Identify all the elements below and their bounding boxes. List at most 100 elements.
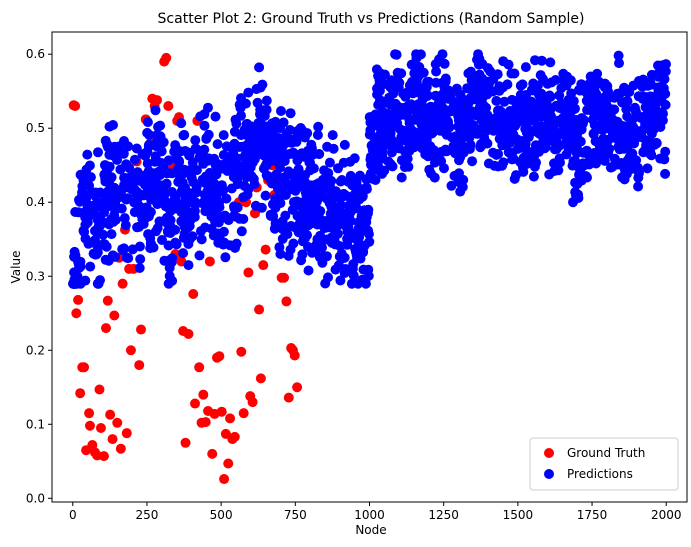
prediction-point — [361, 182, 372, 193]
ground-truth-point — [289, 350, 300, 361]
prediction-point — [140, 150, 151, 161]
y-tick-label: 0.2 — [26, 343, 45, 357]
prediction-point — [155, 120, 166, 131]
prediction-point — [274, 138, 285, 148]
prediction-point — [227, 164, 238, 175]
prediction-point — [349, 153, 360, 164]
prediction-point — [201, 133, 212, 144]
prediction-point — [197, 174, 208, 185]
prediction-point — [620, 168, 630, 179]
prediction-point — [120, 220, 131, 231]
prediction-point — [396, 132, 407, 143]
ground-truth-point — [105, 409, 116, 420]
prediction-point — [255, 104, 266, 115]
prediction-point — [372, 83, 382, 94]
prediction-point — [393, 82, 404, 93]
ground-truth-point — [198, 389, 209, 400]
prediction-point — [440, 73, 451, 84]
prediction-point — [584, 85, 594, 96]
ground-truth-point — [73, 294, 84, 305]
prediction-point — [333, 260, 344, 271]
prediction-point — [441, 129, 452, 140]
prediction-point — [170, 237, 181, 248]
prediction-point — [93, 242, 104, 253]
ground-truth-point — [161, 52, 172, 63]
ground-truth-point — [84, 420, 95, 431]
prediction-point — [422, 90, 433, 101]
x-tick-label: 2000 — [651, 508, 682, 522]
prediction-point — [573, 189, 584, 200]
ground-truth-point — [223, 458, 234, 469]
prediction-point — [327, 130, 338, 141]
legend: Ground Truth Predictions — [529, 437, 679, 491]
prediction-point — [77, 170, 88, 181]
prediction-point — [600, 91, 611, 102]
prediction-point — [528, 171, 539, 182]
prediction-point — [135, 254, 146, 265]
ground-truth-point — [200, 417, 211, 428]
y-tick-label: 0.5 — [26, 121, 45, 135]
prediction-point — [81, 193, 92, 204]
prediction-point — [423, 76, 434, 87]
prediction-point — [348, 270, 359, 281]
prediction-point — [122, 193, 133, 204]
x-tick-label: 0 — [69, 508, 77, 522]
prediction-point — [418, 115, 429, 126]
prediction-point — [240, 159, 251, 170]
prediction-point — [165, 206, 176, 217]
prediction-point — [386, 75, 397, 86]
prediction-point — [212, 139, 223, 150]
prediction-point — [642, 80, 653, 91]
ground-truth-point — [71, 308, 82, 319]
prediction-point — [218, 150, 229, 160]
prediction-point — [274, 242, 285, 253]
prediction-point — [383, 156, 394, 167]
prediction-point — [304, 157, 315, 168]
prediction-point — [313, 121, 324, 132]
ground-truth-point — [109, 310, 120, 321]
prediction-point — [290, 168, 301, 179]
prediction-point — [176, 206, 187, 217]
prediction-point — [287, 148, 297, 159]
prediction-point — [128, 184, 139, 195]
ground-truth-point — [98, 451, 109, 462]
prediction-point — [351, 203, 362, 214]
prediction-point — [339, 252, 350, 263]
ground-truth-point — [180, 437, 191, 448]
prediction-point — [323, 168, 334, 179]
prediction-point — [285, 125, 295, 135]
prediction-point — [526, 84, 537, 95]
x-axis: 0 250 500 750 1000 1250 1500 1750 2000 — [69, 502, 682, 522]
prediction-point — [646, 93, 657, 104]
x-tick-label: 750 — [284, 508, 307, 522]
prediction-point — [230, 114, 241, 125]
prediction-point — [186, 172, 197, 183]
prediction-point — [115, 164, 126, 175]
prediction-point — [314, 252, 325, 263]
prediction-point — [515, 113, 526, 123]
prediction-point — [529, 161, 540, 172]
prediction-point — [243, 87, 254, 98]
y-tick-label: 0.1 — [26, 417, 45, 431]
prediction-point — [354, 229, 365, 240]
prediction-point — [406, 59, 417, 70]
ground-truth-point — [190, 398, 201, 409]
prediction-point — [285, 244, 296, 255]
prediction-point — [374, 75, 385, 86]
prediction-point — [286, 221, 297, 231]
prediction-point — [303, 220, 314, 231]
prediction-point — [129, 207, 140, 218]
ground-truth-point — [225, 413, 236, 424]
prediction-point — [563, 144, 574, 155]
prediction-point — [280, 210, 291, 221]
prediction-point — [261, 95, 272, 106]
prediction-point — [180, 193, 191, 204]
ground-truth-point — [204, 256, 215, 267]
prediction-point — [278, 148, 289, 159]
prediction-point — [157, 235, 167, 245]
prediction-point — [323, 175, 334, 186]
prediction-point — [530, 55, 540, 66]
prediction-point — [411, 140, 422, 151]
prediction-point — [178, 232, 189, 243]
ground-truth-point — [136, 324, 147, 335]
